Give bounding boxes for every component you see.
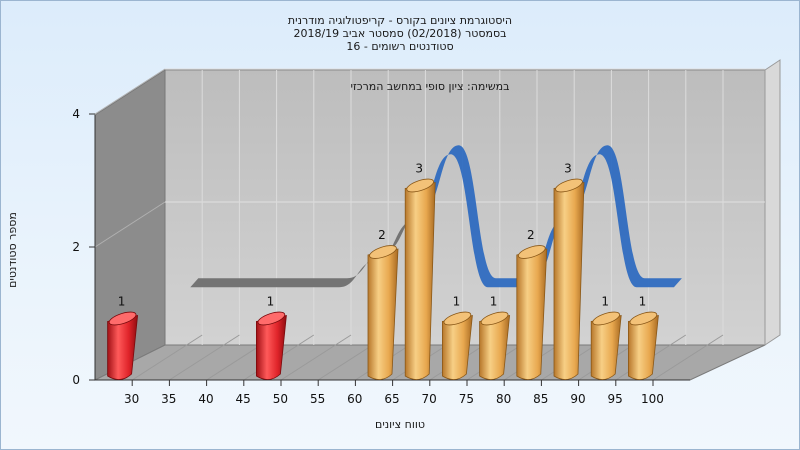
bar-data-label: 3: [564, 162, 572, 176]
bar-data-label: 1: [118, 295, 126, 309]
bar-top: [555, 178, 583, 193]
bar: [255, 311, 287, 380]
x-tick-label: 90: [570, 392, 585, 406]
bar: [516, 245, 548, 380]
bar-top: [629, 311, 658, 326]
bar-top: [443, 311, 472, 326]
floor-line: [131, 334, 203, 381]
x-tick-label: 60: [347, 392, 362, 406]
bar-top: [517, 245, 546, 259]
bar-top: [108, 311, 137, 326]
bar-data-label: 1: [490, 295, 498, 309]
floor-line: [280, 334, 352, 381]
bar-body: [479, 315, 511, 380]
bar: [479, 311, 511, 380]
bar-data-label: 1: [267, 295, 275, 309]
tick-labels: 0 2 4 30 35 40 45 50 55 60 65 70 75 80 85 90 95 100 1 1 2 3 1 1…: [72, 107, 663, 406]
x-tick-label: 55: [310, 392, 325, 406]
floor-line: [169, 334, 240, 381]
bar: [107, 311, 139, 380]
bar-top: [592, 311, 621, 326]
gridline-left: [94, 68, 166, 115]
trend-ribbon-gray: [190, 211, 422, 288]
bar-top: [406, 178, 435, 193]
x-axis-label: טווח ציונים: [375, 418, 425, 431]
bar-body: [442, 315, 473, 380]
bar-data-label: 1: [639, 295, 647, 309]
bar: [442, 311, 473, 380]
bar-data-label: 2: [378, 228, 386, 242]
bar: [404, 178, 436, 380]
bar: [367, 245, 399, 380]
bar-data-label: 1: [601, 295, 609, 309]
right-wall: [764, 59, 781, 346]
x-tick-label: 65: [384, 392, 399, 406]
y-axis-label: מספר סטודנטים: [6, 212, 19, 288]
bar-top: [480, 311, 509, 326]
x-tick-label: 80: [496, 392, 511, 406]
chart-title-line-1: היסטוגרמת ציונים בקורס - קריפטולוגיה מוד…: [287, 14, 513, 27]
x-tick-label: 35: [161, 392, 176, 406]
bar-body: [404, 182, 436, 380]
y-tick-label: 4: [72, 107, 80, 121]
x-tick-label: 30: [124, 392, 139, 406]
bar-top: [369, 245, 397, 259]
x-tick-label: 45: [236, 392, 251, 406]
x-tick-label: 40: [198, 392, 213, 406]
x-tick-label: 75: [459, 392, 474, 406]
back-wall: [164, 69, 766, 346]
bar-body: [628, 315, 659, 380]
gridline-left: [94, 201, 166, 248]
bar: [553, 178, 585, 380]
bar-data-label: 3: [415, 162, 423, 176]
bar-body: [367, 248, 399, 380]
bar: [628, 311, 659, 380]
bars: [107, 178, 659, 380]
trend-ribbons: [190, 145, 682, 288]
y-tick-label: 2: [72, 240, 80, 254]
bar-body: [255, 315, 287, 380]
bar: [590, 311, 622, 380]
x-tick-label: 100: [641, 392, 664, 406]
trend-ribbon-blue: [413, 145, 682, 288]
x-tick-label: 95: [608, 392, 623, 406]
chart-title-line-2: בסמסטר (02/2018) סמסטר אביב 2018/19: [293, 27, 507, 40]
bar-body: [107, 315, 139, 380]
x-tick-label: 70: [422, 392, 437, 406]
x-tick-label: 50: [273, 392, 288, 406]
x-tick-label: 85: [533, 392, 548, 406]
bar-body: [553, 182, 585, 380]
bar-body: [516, 248, 548, 380]
chart-annotation: במשימה: ציון סופי במחשב המרכזי: [350, 80, 510, 93]
floor-line: [652, 334, 724, 381]
chart-title-line-3: סטודנטים רשומים - 16: [346, 40, 454, 53]
bar-data-label: 1: [453, 295, 461, 309]
y-tick-label: 0: [72, 373, 80, 387]
bar-data-label: 2: [527, 228, 535, 242]
axes: [89, 113, 690, 386]
bar-body: [590, 315, 622, 380]
bar-top: [257, 311, 286, 326]
